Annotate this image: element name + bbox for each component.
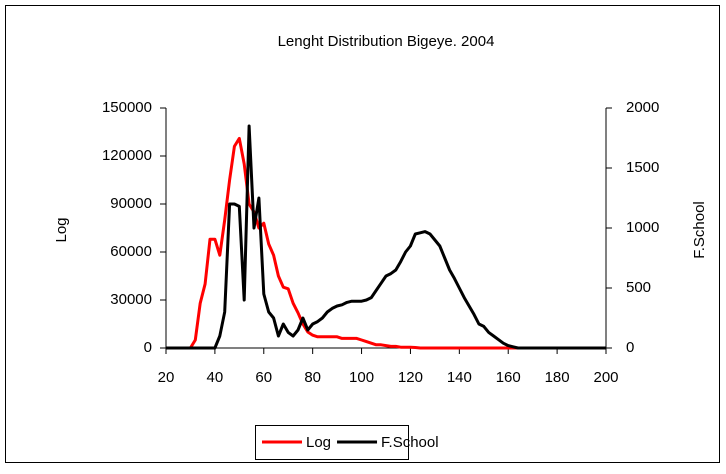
y-tick-label: 60000 [110, 243, 152, 260]
x-tick-label: 100 [349, 369, 374, 386]
x-tick-label: 60 [255, 369, 272, 386]
y-axis-label: Log [53, 217, 70, 242]
y2-tick-label: 0 [626, 339, 634, 356]
y2-axis-label: F.School [691, 201, 708, 259]
y-tick-label: 0 [144, 339, 152, 356]
legend-label: F.School [381, 434, 439, 451]
x-tick-label: 80 [304, 369, 321, 386]
series-line [166, 124, 606, 350]
x-tick-label: 180 [545, 369, 570, 386]
y-tick-label: 30000 [110, 291, 152, 308]
legend-label: Log [306, 434, 331, 451]
y2-tick-label: 2000 [626, 99, 659, 116]
x-tick-label: 20 [158, 369, 175, 386]
x-tick-label: 200 [593, 369, 618, 386]
y-tick-label: 120000 [102, 147, 152, 164]
y-tick-label: 90000 [110, 195, 152, 212]
x-tick-label: 40 [207, 369, 224, 386]
y2-tick-label: 1000 [626, 219, 659, 236]
x-tick-label: 140 [447, 369, 472, 386]
y-tick-label: 150000 [102, 99, 152, 116]
chart-title: Lenght Distribution Bigeye. 2004 [278, 33, 495, 50]
x-tick-label: 160 [496, 369, 521, 386]
chart-border [5, 5, 720, 463]
x-tick-label: 120 [398, 369, 423, 386]
y2-tick-label: 1500 [626, 159, 659, 176]
y2-tick-label: 500 [626, 279, 651, 296]
